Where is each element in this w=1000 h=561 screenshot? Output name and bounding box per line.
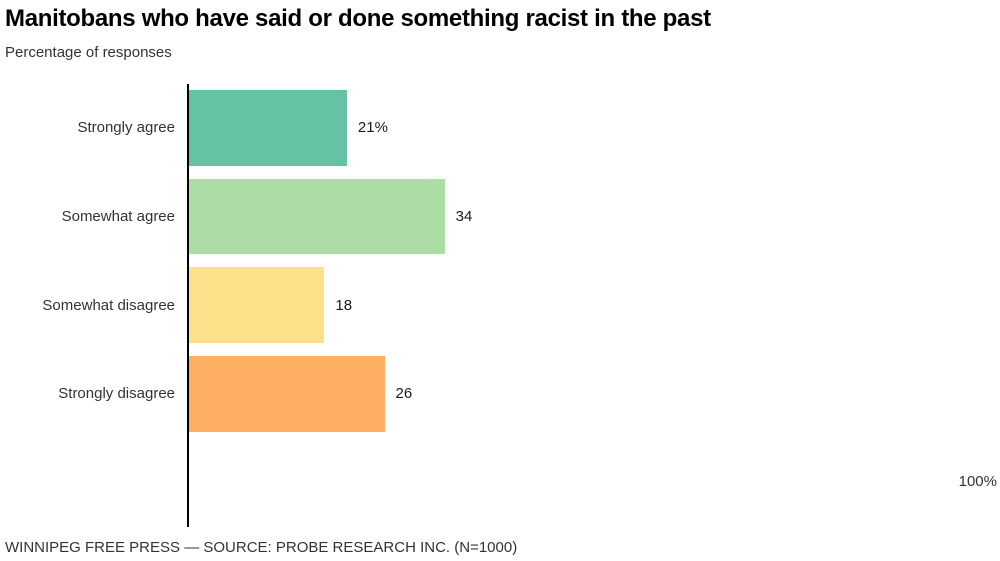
- value-label: 21%: [357, 119, 388, 137]
- category-label: Somewhat disagree: [42, 296, 175, 314]
- bar-row: Somewhat agree 34: [0, 178, 1000, 255]
- bar: [189, 90, 347, 166]
- category-label: Strongly disagree: [58, 385, 175, 403]
- chart-subtitle: Percentage of responses: [5, 44, 172, 61]
- bar-row: Strongly agree 21%: [0, 90, 1000, 166]
- bar: [189, 356, 385, 432]
- source-attribution: WINNIPEG FREE PRESS — SOURCE: PROBE RESE…: [5, 539, 518, 556]
- y-axis-baseline: [187, 84, 189, 527]
- bar: [189, 178, 445, 255]
- value-label: 34: [455, 207, 473, 225]
- value-label: 26: [395, 385, 413, 403]
- value-label: 18: [335, 296, 353, 314]
- chart-title: Manitobans who have said or done somethi…: [5, 5, 711, 32]
- x-axis-max-label: 100%: [958, 473, 997, 490]
- category-label: Strongly agree: [77, 119, 175, 137]
- bar-row: Somewhat disagree 18: [0, 267, 1000, 343]
- bar: [189, 267, 325, 343]
- category-label: Somewhat agree: [61, 207, 175, 225]
- bar-row: Strongly disagree 26: [0, 356, 1000, 432]
